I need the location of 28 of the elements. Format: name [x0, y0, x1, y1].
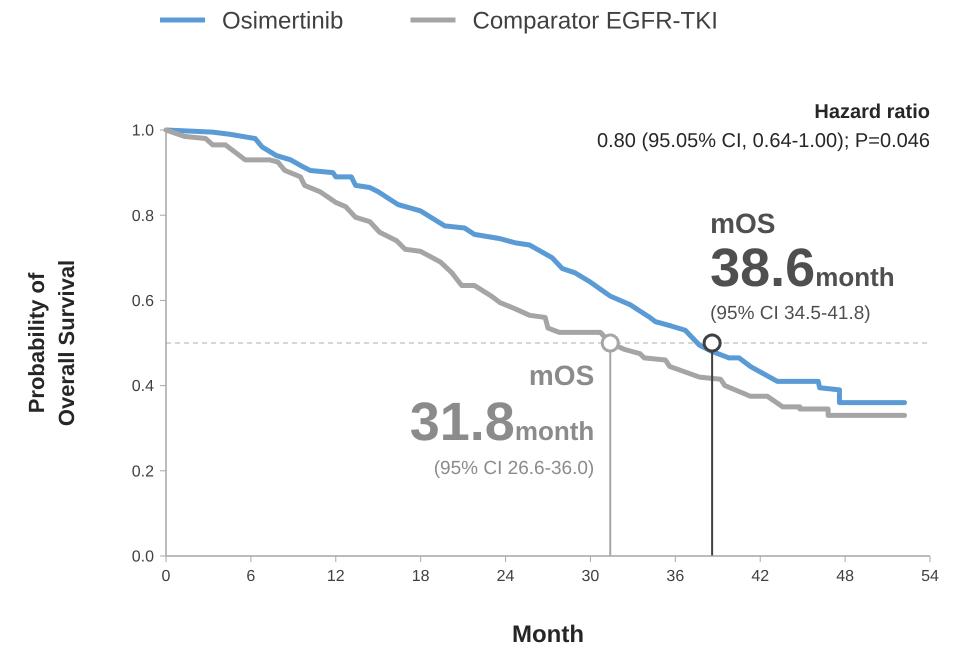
annotation: 31.8month: [410, 392, 594, 452]
y-tick-label: 0.4: [132, 378, 154, 396]
x-tick-label: 6: [246, 568, 256, 585]
legend-label: Osimertinib: [222, 7, 344, 34]
x-tick-label: 12: [326, 568, 345, 585]
x-tick-label: 24: [496, 568, 515, 585]
y-tick-label: 1.0: [132, 122, 154, 140]
annotation: mOS: [710, 208, 776, 239]
text: Hazard ratio: [814, 101, 930, 123]
x-tick-label: 48: [836, 568, 854, 585]
x-axis-title: Month: [512, 621, 584, 648]
y-tick-label: 0.6: [132, 293, 154, 310]
x-tick-label: 0: [162, 568, 171, 585]
x-tick-label: 18: [412, 568, 430, 585]
y-tick-label: 0.2: [132, 463, 154, 480]
legend-label: Comparator EGFR-TKI: [472, 7, 718, 34]
x-tick-label: 30: [582, 568, 600, 585]
x-tick-label: 42: [751, 568, 770, 585]
y-axis-title: Probability of Overall Survival: [24, 260, 79, 426]
y-tick-label: 0.0: [132, 548, 154, 566]
annotation: mOS: [528, 360, 594, 391]
x-tick-label: 36: [666, 568, 684, 585]
x-tick-label: 54: [921, 568, 939, 585]
y-tick-label: 0.8: [132, 208, 154, 225]
annotation: (95% CI 34.5-41.8): [710, 303, 871, 324]
annotation: (95% CI 26.6-36.0): [434, 458, 594, 479]
annotation: 0.80 (95.05% CI, 0.64-1.00); P=0.046: [597, 130, 930, 152]
annotation: 38.6month: [710, 238, 895, 298]
